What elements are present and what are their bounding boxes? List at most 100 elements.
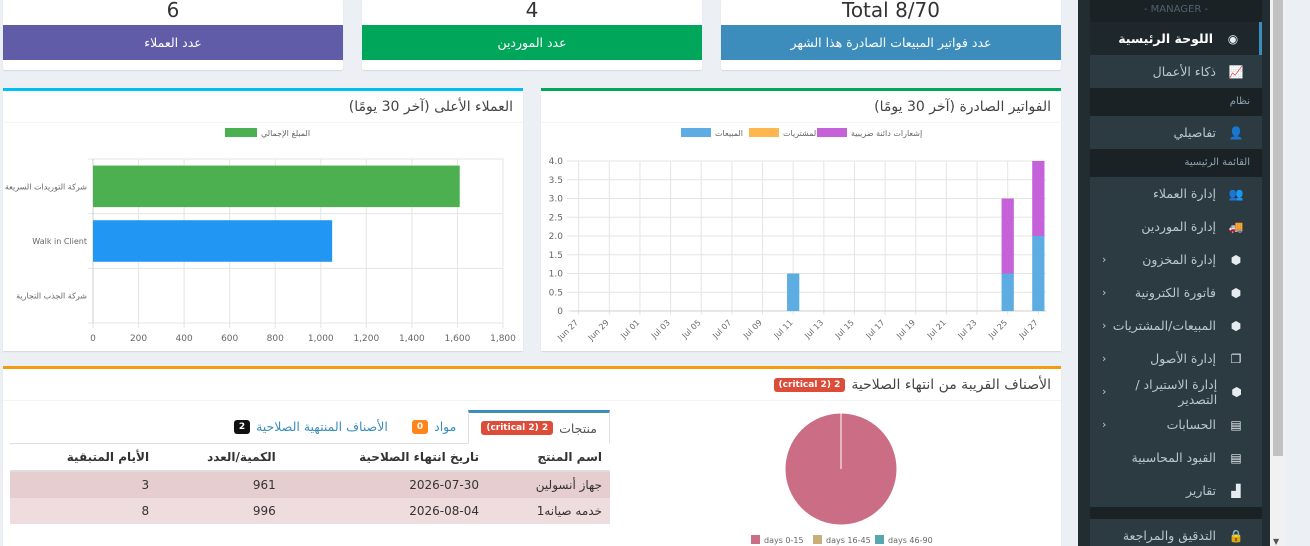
- stat-label[interactable]: عدد فواتير المبيعات الصادرة هذا الشهر: [721, 25, 1061, 60]
- x-tick-label: 1,800: [490, 334, 516, 344]
- x-tick-label: 1,400: [399, 334, 425, 344]
- sidebar-role-header: - MANAGER -: [1090, 0, 1262, 22]
- table-row[interactable]: خدمه صيانه1 2026-08-04 996 8: [10, 498, 610, 524]
- cell-expiry-date: 2026-07-30: [283, 471, 488, 498]
- sidebar-item[interactable]: 👤 تفاصيلي: [1090, 116, 1262, 149]
- top-customers-box: العملاء الأعلى (آخر 30 يومًا) المبلغ الإ…: [3, 88, 523, 351]
- invoices-chart: المبيعات المشتريات إشعارات دائنة ضريبية 0 0.…: [549, 128, 1046, 343]
- tab-label: منتجات: [559, 420, 597, 436]
- sidebar-item-label: تفاصيلي: [1173, 125, 1216, 140]
- sidebar-item[interactable]: ▤ الحسابات ‹: [1090, 408, 1262, 441]
- legend-label: المشتريات: [783, 129, 818, 138]
- col-product-name: اسم المنتج: [487, 444, 610, 472]
- y-tick-label: 1.5: [549, 251, 563, 261]
- x-tick-label: Jun 29: [586, 318, 611, 343]
- x-tick-label: Jul 19: [894, 318, 917, 341]
- y-tick-label: 0.5: [549, 288, 563, 298]
- x-tick-label: Jul 25: [986, 318, 1009, 341]
- stat-suppliers: 4 عدد الموردين: [362, 0, 702, 70]
- bar-segment: [1032, 236, 1045, 311]
- x-tick-label: Jul 23: [956, 318, 979, 341]
- sidebar-menu: - MANAGER - ◉ اللوحة الرئيسية 📈 ذكاء الأعما…: [1090, 0, 1262, 546]
- legend-swatch: [813, 535, 822, 544]
- legend-swatch: [681, 128, 711, 137]
- stat-label[interactable]: عدد العملاء: [3, 25, 343, 60]
- table-header-row: اسم المنتج تاريخ انتهاء الصلاحية الكمية/…: [10, 444, 610, 472]
- expiry-box-header: الأصناف القريبة من انتهاء الصلاحية 2 (cr…: [3, 369, 1061, 401]
- sidebar-item[interactable]: ⬢ المبيعات/المشتريات ‹: [1090, 309, 1262, 342]
- sidebar-item-label: الحسابات: [1166, 417, 1216, 432]
- expiry-pie-chart: days 0-15 days 16-45 days 46-90: [751, 412, 933, 545]
- sidebar-item-label: إدارة الاستيراد / التصدير: [1135, 376, 1218, 407]
- y-tick-label: شركة الجذب التجارية: [16, 292, 87, 301]
- cubes-icon: ⬢: [1230, 252, 1242, 267]
- file-lock-icon: 🔒: [1228, 528, 1244, 543]
- sidebar-item-label: إدارة الموردين: [1141, 219, 1216, 234]
- sidebar-item-label: التدقيق والمراجعة: [1122, 528, 1216, 543]
- sidebar-item[interactable]: ⬢ فاتورة الكترونية ‹: [1090, 276, 1262, 309]
- tab-expired-items[interactable]: الأصناف المنتهية الصلاحية 2: [222, 410, 400, 443]
- chevron-left-icon: ‹: [1102, 253, 1107, 266]
- scroll-down-arrow[interactable]: ▼: [1273, 537, 1280, 546]
- table-row[interactable]: جهاز أنسولين 2026-07-30 961 3: [10, 471, 610, 498]
- stat-value: 4: [525, 0, 539, 22]
- cell-product-name: جهاز أنسولين: [487, 471, 610, 498]
- clone-icon: ❐: [1230, 351, 1242, 366]
- sidebar-item[interactable]: ⬢ إدارة المخزون ‹: [1090, 243, 1262, 276]
- sidebar-item-label: إدارة المخزون: [1142, 252, 1216, 267]
- expiry-table: اسم المنتج تاريخ انتهاء الصلاحية الكمية/…: [10, 444, 610, 524]
- sidebar-item[interactable]: ◉ اللوحة الرئيسية: [1090, 22, 1262, 55]
- stat-customers: 6 عدد العملاء: [3, 0, 343, 70]
- x-tick-label: Jul 01: [618, 318, 641, 341]
- box-title: الفواتير الصادرة (آخر 30 يومًا): [541, 91, 1061, 123]
- x-tick-label: Jul 17: [864, 318, 887, 341]
- legend-label: days 16-45: [826, 536, 871, 545]
- y-tick-label: شركة التوريدات السريعة: [5, 182, 87, 191]
- bar: [93, 165, 460, 208]
- sidebar: - MANAGER - ◉ اللوحة الرئيسية 📈 ذكاء الأعما…: [1078, 0, 1270, 546]
- sidebar-item[interactable]: 📈 ذكاء الأعمال: [1090, 55, 1262, 88]
- truck-icon: 🚚: [1228, 219, 1244, 234]
- sidebar-item[interactable]: ▟ تقارير: [1090, 474, 1262, 507]
- scrollbar-thumb[interactable]: [1273, 0, 1283, 456]
- y-tick-label: 1.0: [549, 270, 564, 280]
- book-icon: ▤: [1230, 417, 1242, 432]
- stat-label[interactable]: عدد الموردين: [362, 25, 702, 60]
- y-tick-label: 2.5: [549, 213, 563, 223]
- line-chart-icon: 📈: [1228, 64, 1244, 79]
- col-days-left: الأيام المتبقية: [10, 444, 158, 472]
- x-tick-label: 200: [130, 334, 147, 344]
- bar: [93, 220, 333, 262]
- x-tick-label: Jul 15: [833, 318, 856, 341]
- cubes-icon: ⬢: [1230, 318, 1242, 333]
- page-scrollbar[interactable]: ▼: [1270, 0, 1286, 546]
- col-expiry-date: تاريخ انتهاء الصلاحية: [283, 444, 488, 472]
- box-title: الأصناف القريبة من انتهاء الصلاحية: [851, 376, 1051, 393]
- legend-swatch: [749, 128, 779, 137]
- sidebar-item[interactable]: 👥 إدارة العملاء: [1090, 177, 1262, 210]
- sidebar-item-label: المبيعات/المشتريات: [1112, 318, 1216, 333]
- y-tick-label: 2.0: [549, 232, 564, 242]
- box-title: العملاء الأعلى (آخر 30 يومًا): [3, 91, 523, 123]
- x-tick-label: 800: [267, 334, 284, 344]
- tab-materials[interactable]: مواد 0: [400, 410, 468, 443]
- y-tick-label: 4.0: [549, 157, 564, 167]
- x-tick-label: 1,000: [308, 334, 334, 344]
- sidebar-item[interactable]: ⬢ إدارة الاستيراد / التصدير ‹: [1090, 375, 1262, 408]
- y-tick-label: 0: [557, 307, 563, 317]
- sidebar-item[interactable]: 🚚 إدارة الموردين: [1090, 210, 1262, 243]
- bar-segment: [1032, 161, 1045, 236]
- tab-products[interactable]: منتجات 2 (critical 2): [468, 410, 610, 444]
- x-tick-label: Jul 11: [772, 318, 795, 341]
- cell-quantity: 996: [157, 498, 284, 524]
- sidebar-item[interactable]: ❐ إدارة الأصول ‹: [1090, 342, 1262, 375]
- sidebar-item[interactable]: 🔒 التدقيق والمراجعة: [1090, 519, 1262, 546]
- legend-swatch: [817, 128, 847, 137]
- legend-label: إشعارات دائنة ضريبية: [851, 129, 922, 139]
- x-tick-label: Jul 09: [741, 318, 764, 341]
- user-icon: 👤: [1228, 125, 1244, 140]
- x-tick-label: 0: [90, 334, 96, 344]
- sidebar-item[interactable]: ▤ القيود المحاسبية: [1090, 441, 1262, 474]
- area-chart-icon: ▟: [1231, 483, 1241, 498]
